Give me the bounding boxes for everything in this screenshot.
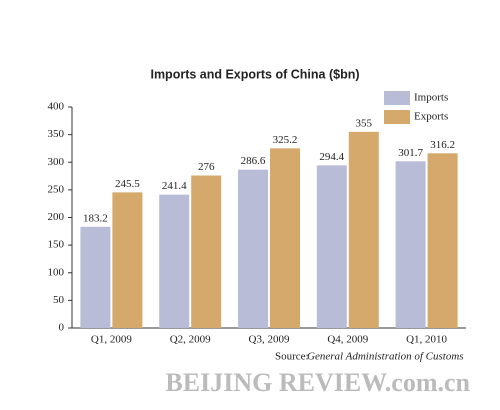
y-tick-label: 150 xyxy=(48,239,65,251)
y-tick-label: 100 xyxy=(48,266,65,278)
value-label: 355 xyxy=(356,117,373,129)
y-tick-label: 250 xyxy=(48,183,65,195)
bar xyxy=(159,194,190,328)
value-label: 183.2 xyxy=(83,212,108,224)
bar xyxy=(238,169,268,328)
bar xyxy=(395,161,426,328)
bar xyxy=(112,192,143,328)
value-label: 286.6 xyxy=(241,155,266,167)
x-tick-label: Q4, 2009 xyxy=(327,334,368,346)
value-label: 294.4 xyxy=(319,151,344,163)
bar xyxy=(270,148,300,328)
x-tick-label: Q2, 2009 xyxy=(170,334,211,346)
value-label: 245.5 xyxy=(115,178,140,190)
x-tick-label: Q1, 2010 xyxy=(406,334,447,346)
bar xyxy=(348,131,379,328)
y-tick-label: 50 xyxy=(53,294,65,306)
value-label: 316.2 xyxy=(430,139,455,151)
chart-title: Imports and Exports of China ($bn) xyxy=(150,67,359,81)
legend-swatch xyxy=(384,110,410,124)
bar xyxy=(80,226,111,328)
y-tick-label: 200 xyxy=(48,211,65,223)
y-tick-label: 400 xyxy=(48,101,65,113)
value-label: 301.7 xyxy=(398,147,423,159)
x-tick-label: Q3, 2009 xyxy=(249,334,290,346)
legend-swatch xyxy=(384,91,410,105)
bar xyxy=(316,165,347,328)
value-label: 276 xyxy=(198,161,215,173)
value-label: 325.2 xyxy=(273,134,298,146)
legend-label: Imports xyxy=(414,92,448,104)
legend-label: Exports xyxy=(414,111,448,123)
y-tick-label: 300 xyxy=(48,156,65,168)
watermark: BEIJING REVIEW.com.cn xyxy=(165,368,470,397)
source-label: Source: xyxy=(275,351,309,363)
bar xyxy=(191,175,222,328)
source: General Administration of Customs xyxy=(307,351,464,363)
y-tick-label: 0 xyxy=(59,322,65,334)
bar xyxy=(427,153,458,328)
y-tick-label: 350 xyxy=(48,128,65,140)
value-label: 241.4 xyxy=(162,180,187,192)
x-tick-label: Q1, 2009 xyxy=(91,334,132,346)
